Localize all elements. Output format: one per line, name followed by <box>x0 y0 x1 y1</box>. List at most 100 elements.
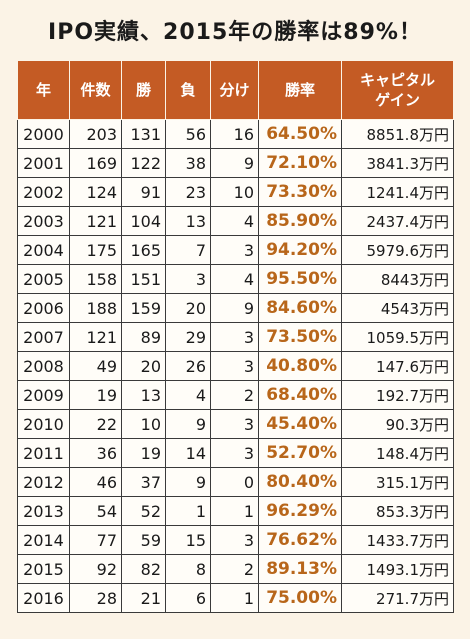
cell-count: 175 <box>69 235 122 265</box>
cell-win: 165 <box>121 235 166 265</box>
cell-win: 159 <box>121 293 166 323</box>
cell-lose: 4 <box>165 380 211 410</box>
cell-capital-gain: 853.3万円 <box>341 496 454 526</box>
cell-win: 82 <box>121 554 166 584</box>
cell-year: 2016 <box>17 583 70 613</box>
cell-year: 2013 <box>17 496 70 526</box>
cell-lose: 29 <box>165 322 211 352</box>
cell-draw: 3 <box>210 438 259 468</box>
cell-lose: 6 <box>165 583 211 613</box>
cell-capital-gain: 4543万円 <box>341 293 454 323</box>
cell-year: 2015 <box>17 554 70 584</box>
cell-capital-gain: 2437.4万円 <box>341 206 454 236</box>
cell-count: 19 <box>69 380 122 410</box>
table-row: 2015 92 82 8 2 89.13% 1493.1万円 <box>17 554 454 584</box>
cell-win: 89 <box>121 322 166 352</box>
cell-win-rate: 73.30% <box>258 177 342 207</box>
cell-capital-gain: 148.4万円 <box>341 438 454 468</box>
cell-capital-gain: 3841.3万円 <box>341 148 454 178</box>
cell-win-rate: 68.40% <box>258 380 342 410</box>
table-row: 2010 22 10 9 3 45.40% 90.3万円 <box>17 409 454 439</box>
cell-count: 49 <box>69 351 122 381</box>
cell-win-rate: 85.90% <box>258 206 342 236</box>
table-row: 2008 49 20 26 3 40.80% 147.6万円 <box>17 351 454 381</box>
cell-lose: 3 <box>165 264 211 294</box>
cell-draw: 3 <box>210 235 259 265</box>
cell-win: 122 <box>121 148 166 178</box>
table-row: 2014 77 59 15 3 76.62% 1433.7万円 <box>17 525 454 555</box>
cell-capital-gain: 90.3万円 <box>341 409 454 439</box>
cell-draw: 1 <box>210 496 259 526</box>
cell-count: 22 <box>69 409 122 439</box>
cell-lose: 1 <box>165 496 211 526</box>
cell-lose: 9 <box>165 409 211 439</box>
cell-win: 10 <box>121 409 166 439</box>
cell-win-rate: 72.10% <box>258 148 342 178</box>
cell-year: 2002 <box>17 177 70 207</box>
cell-count: 28 <box>69 583 122 613</box>
cell-lose: 14 <box>165 438 211 468</box>
cell-win: 104 <box>121 206 166 236</box>
cell-capital-gain: 192.7万円 <box>341 380 454 410</box>
cell-count: 54 <box>69 496 122 526</box>
cell-count: 92 <box>69 554 122 584</box>
cell-win-rate: 96.29% <box>258 496 342 526</box>
cell-count: 158 <box>69 264 122 294</box>
cell-draw: 3 <box>210 322 259 352</box>
cell-draw: 3 <box>210 351 259 381</box>
cell-capital-gain: 1059.5万円 <box>341 322 454 352</box>
cell-lose: 26 <box>165 351 211 381</box>
cell-draw: 4 <box>210 206 259 236</box>
cell-draw: 1 <box>210 583 259 613</box>
cell-count: 46 <box>69 467 122 497</box>
cell-win-rate: 40.80% <box>258 351 342 381</box>
cell-win: 37 <box>121 467 166 497</box>
cell-capital-gain: 1493.1万円 <box>341 554 454 584</box>
header-draw: 分け <box>210 60 259 120</box>
cell-capital-gain: 315.1万円 <box>341 467 454 497</box>
table-header-row: 年 件数 勝 負 分け 勝率 キャピタル ゲイン <box>17 60 454 120</box>
table-row: 2016 28 21 6 1 75.00% 271.7万円 <box>17 583 454 613</box>
cell-win: 19 <box>121 438 166 468</box>
cell-year: 2000 <box>17 119 70 149</box>
table-row: 2004 175 165 7 3 94.20% 5979.6万円 <box>17 235 454 265</box>
cell-capital-gain: 147.6万円 <box>341 351 454 381</box>
cell-win-rate: 80.40% <box>258 467 342 497</box>
cell-year: 2012 <box>17 467 70 497</box>
cell-year: 2001 <box>17 148 70 178</box>
table-row: 2012 46 37 9 0 80.40% 315.1万円 <box>17 467 454 497</box>
cell-year: 2011 <box>17 438 70 468</box>
cell-draw: 9 <box>210 148 259 178</box>
cell-win-rate: 45.40% <box>258 409 342 439</box>
cell-year: 2008 <box>17 351 70 381</box>
cell-count: 203 <box>69 119 122 149</box>
header-year: 年 <box>17 60 70 120</box>
header-capital-gain: キャピタル ゲイン <box>341 60 454 120</box>
cell-draw: 9 <box>210 293 259 323</box>
cell-win: 91 <box>121 177 166 207</box>
cell-year: 2003 <box>17 206 70 236</box>
cell-win-rate: 52.70% <box>258 438 342 468</box>
cell-count: 188 <box>69 293 122 323</box>
cell-draw: 4 <box>210 264 259 294</box>
cell-year: 2004 <box>17 235 70 265</box>
cell-year: 2014 <box>17 525 70 555</box>
cell-count: 124 <box>69 177 122 207</box>
cell-year: 2005 <box>17 264 70 294</box>
cell-count: 77 <box>69 525 122 555</box>
cell-win-rate: 89.13% <box>258 554 342 584</box>
header-win-rate: 勝率 <box>258 60 342 120</box>
cell-lose: 8 <box>165 554 211 584</box>
cell-lose: 9 <box>165 467 211 497</box>
cell-win-rate: 73.50% <box>258 322 342 352</box>
cell-win-rate: 75.00% <box>258 583 342 613</box>
cell-win-rate: 95.50% <box>258 264 342 294</box>
table-row: 2000 203 131 56 16 64.50% 8851.8万円 <box>17 119 454 149</box>
header-count: 件数 <box>69 60 122 120</box>
cell-capital-gain: 1433.7万円 <box>341 525 454 555</box>
cell-draw: 0 <box>210 467 259 497</box>
cell-win: 52 <box>121 496 166 526</box>
cell-draw: 3 <box>210 409 259 439</box>
table-body: 2000 203 131 56 16 64.50% 8851.8万円 2001 169 122 38… <box>17 119 454 613</box>
cell-draw: 16 <box>210 119 259 149</box>
